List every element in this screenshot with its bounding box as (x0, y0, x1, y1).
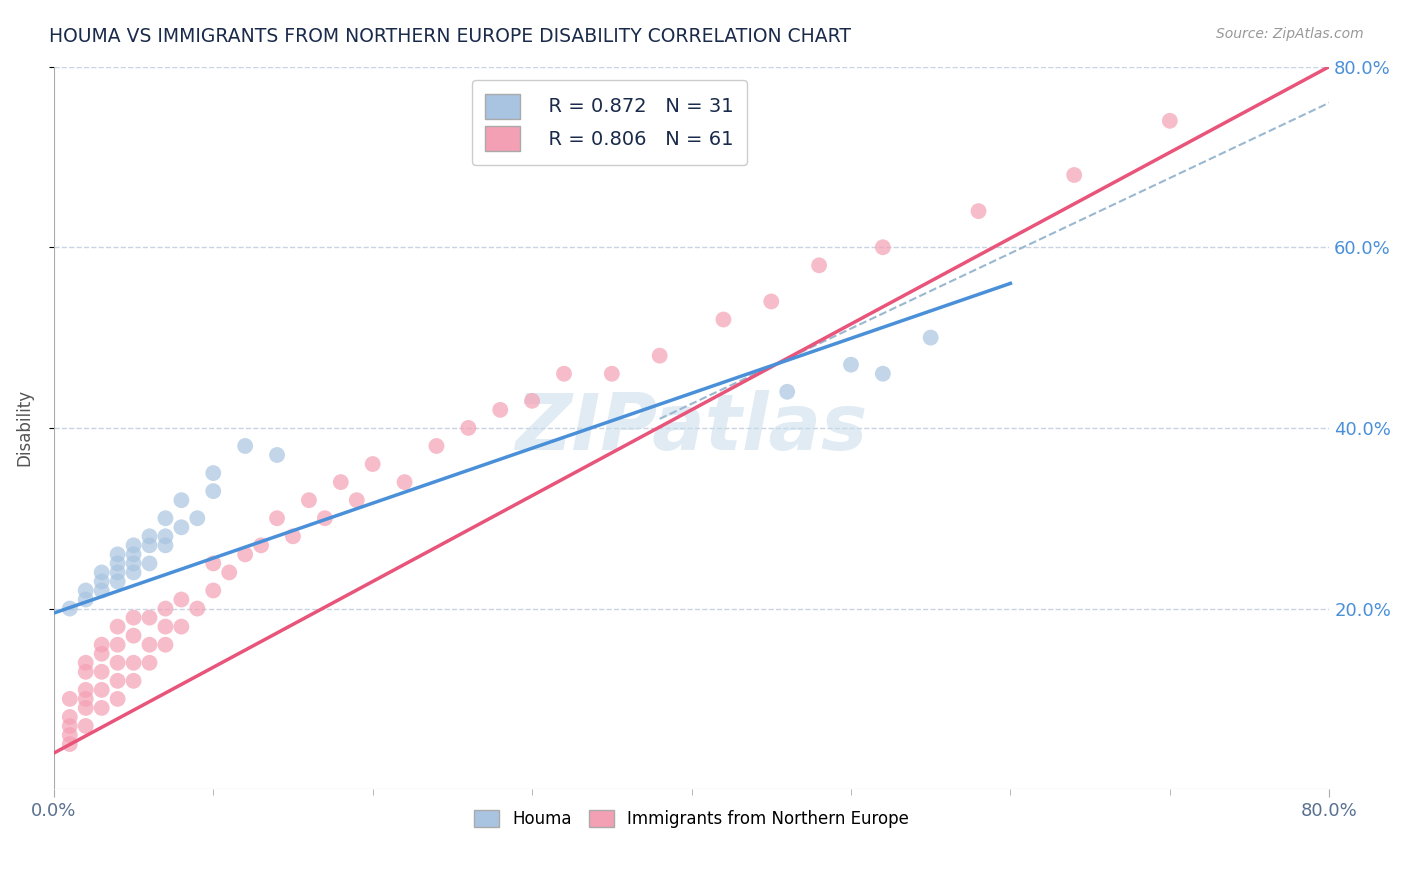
Point (872, 240, 894, 254)
Point (122, 656, 145, 670)
Point (138, 610, 160, 624)
Point (233, 439, 256, 453)
Point (75, 701, 97, 715)
Point (107, 656, 129, 670)
Point (75, 719, 97, 733)
Point (314, 511, 336, 525)
Point (59, 710, 82, 724)
Text: Source: ZipAtlas.com: Source: ZipAtlas.com (1216, 27, 1364, 41)
Point (281, 529, 304, 543)
Point (107, 620, 129, 634)
Legend: Houma, Immigrants from Northern Europe: Houma, Immigrants from Northern Europe (468, 804, 915, 835)
Point (107, 574, 129, 589)
Point (170, 592, 193, 607)
Point (107, 557, 129, 571)
Point (122, 673, 145, 688)
Point (90, 682, 112, 697)
Point (122, 538, 145, 552)
Point (59, 601, 82, 615)
Point (250, 538, 273, 552)
Point (75, 665, 97, 679)
Point (90, 583, 112, 598)
Point (122, 566, 145, 580)
Point (266, 448, 288, 462)
Point (138, 656, 160, 670)
Point (122, 557, 145, 571)
Point (457, 421, 479, 435)
Point (138, 557, 160, 571)
Point (90, 647, 112, 661)
Point (155, 638, 177, 652)
Point (107, 673, 129, 688)
Point (776, 384, 799, 399)
Point (59, 692, 82, 706)
Text: HOUMA VS IMMIGRANTS FROM NORTHERN EUROPE DISABILITY CORRELATION CHART: HOUMA VS IMMIGRANTS FROM NORTHERN EUROPE… (49, 27, 851, 45)
Point (1159, 113, 1181, 128)
Point (59, 719, 82, 733)
Point (75, 692, 97, 706)
Point (75, 656, 97, 670)
Point (155, 538, 177, 552)
Point (648, 349, 671, 363)
Point (553, 367, 575, 381)
Point (138, 529, 160, 543)
Point (90, 665, 112, 679)
Point (59, 737, 82, 751)
Point (170, 493, 193, 508)
Point (346, 493, 368, 508)
Point (425, 439, 447, 453)
Point (186, 601, 208, 615)
Point (155, 529, 177, 543)
Point (266, 511, 288, 525)
Point (90, 566, 112, 580)
Point (59, 728, 82, 742)
Point (967, 204, 990, 219)
Point (107, 692, 129, 706)
Point (233, 547, 256, 561)
Point (75, 583, 97, 598)
Point (122, 547, 145, 561)
Point (329, 475, 352, 489)
Point (202, 466, 225, 480)
Point (155, 601, 177, 615)
Point (202, 557, 225, 571)
Point (218, 566, 240, 580)
Point (202, 583, 225, 598)
Point (520, 393, 543, 408)
Point (202, 484, 225, 499)
Point (122, 610, 145, 624)
Point (75, 592, 97, 607)
Point (107, 547, 129, 561)
Point (75, 682, 97, 697)
Point (1063, 168, 1085, 182)
Point (90, 638, 112, 652)
Point (90, 701, 112, 715)
Point (920, 330, 942, 344)
Point (713, 312, 735, 326)
Point (138, 538, 160, 552)
Text: ZIPatlas: ZIPatlas (516, 390, 868, 466)
Point (394, 475, 416, 489)
Point (186, 511, 208, 525)
Point (90, 574, 112, 589)
Y-axis label: Disability: Disability (15, 389, 32, 467)
Point (155, 511, 177, 525)
Point (298, 493, 321, 508)
Point (839, 358, 862, 372)
Point (761, 294, 783, 309)
Point (872, 367, 894, 381)
Point (808, 258, 831, 272)
Point (138, 638, 160, 652)
Point (107, 638, 129, 652)
Point (122, 629, 145, 643)
Point (170, 520, 193, 534)
Point (361, 457, 384, 471)
Point (600, 367, 623, 381)
Point (170, 620, 193, 634)
Point (155, 620, 177, 634)
Point (107, 566, 129, 580)
Point (489, 402, 512, 417)
